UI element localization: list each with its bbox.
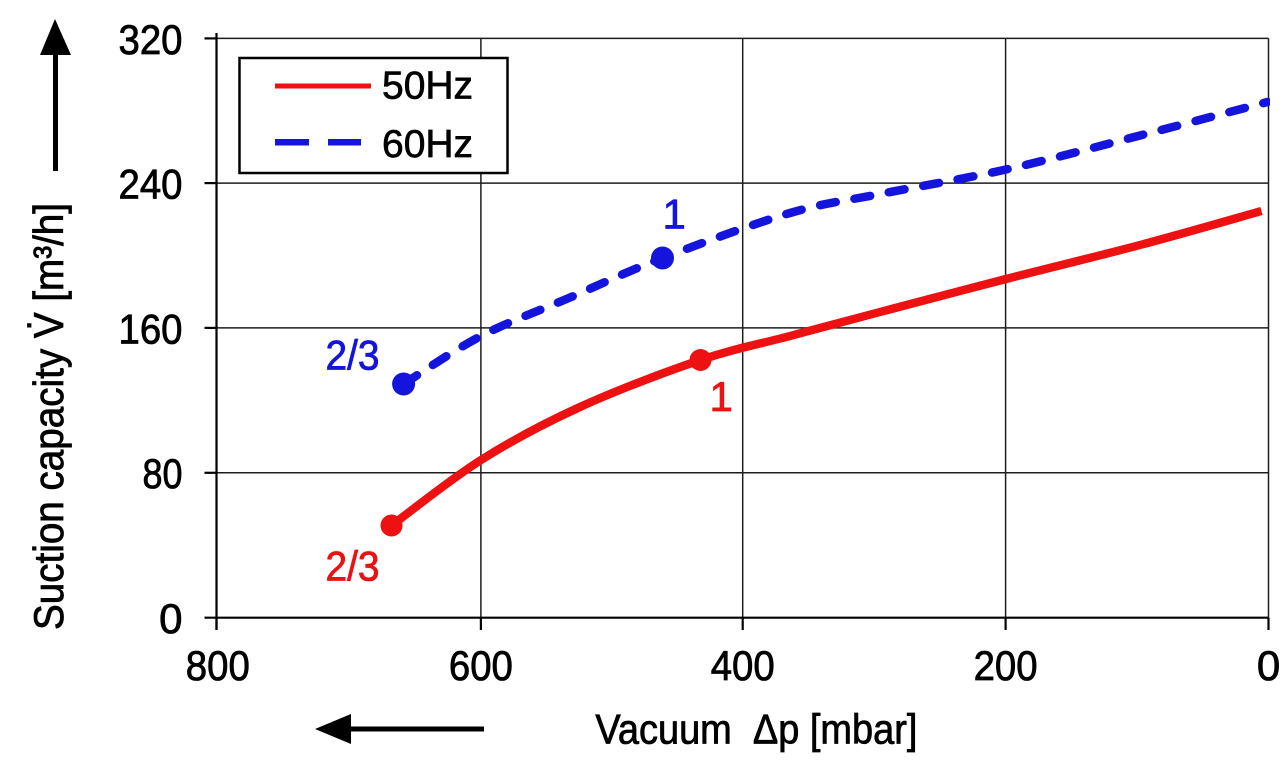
svg-text:0: 0 bbox=[1257, 642, 1280, 689]
svg-text:60Hz: 60Hz bbox=[382, 123, 473, 166]
svg-text:800: 800 bbox=[186, 642, 250, 689]
svg-text:2/3: 2/3 bbox=[326, 543, 380, 590]
svg-text:0: 0 bbox=[159, 595, 182, 642]
svg-text:160: 160 bbox=[119, 305, 183, 352]
svg-text:Suction capacity V̇ [m³/h]: Suction capacity V̇ [m³/h] bbox=[25, 203, 72, 630]
svg-text:320: 320 bbox=[119, 16, 183, 63]
svg-text:1: 1 bbox=[710, 373, 733, 420]
svg-text:Vacuum Δp [mbar]: Vacuum Δp [mbar] bbox=[595, 706, 917, 753]
svg-text:400: 400 bbox=[711, 642, 775, 689]
svg-text:1: 1 bbox=[663, 190, 686, 237]
svg-text:50Hz: 50Hz bbox=[382, 64, 473, 107]
svg-text:240: 240 bbox=[119, 161, 183, 208]
svg-text:80: 80 bbox=[143, 450, 183, 497]
svg-text:2/3: 2/3 bbox=[326, 332, 380, 379]
svg-text:600: 600 bbox=[449, 642, 513, 689]
svg-text:200: 200 bbox=[974, 642, 1038, 689]
